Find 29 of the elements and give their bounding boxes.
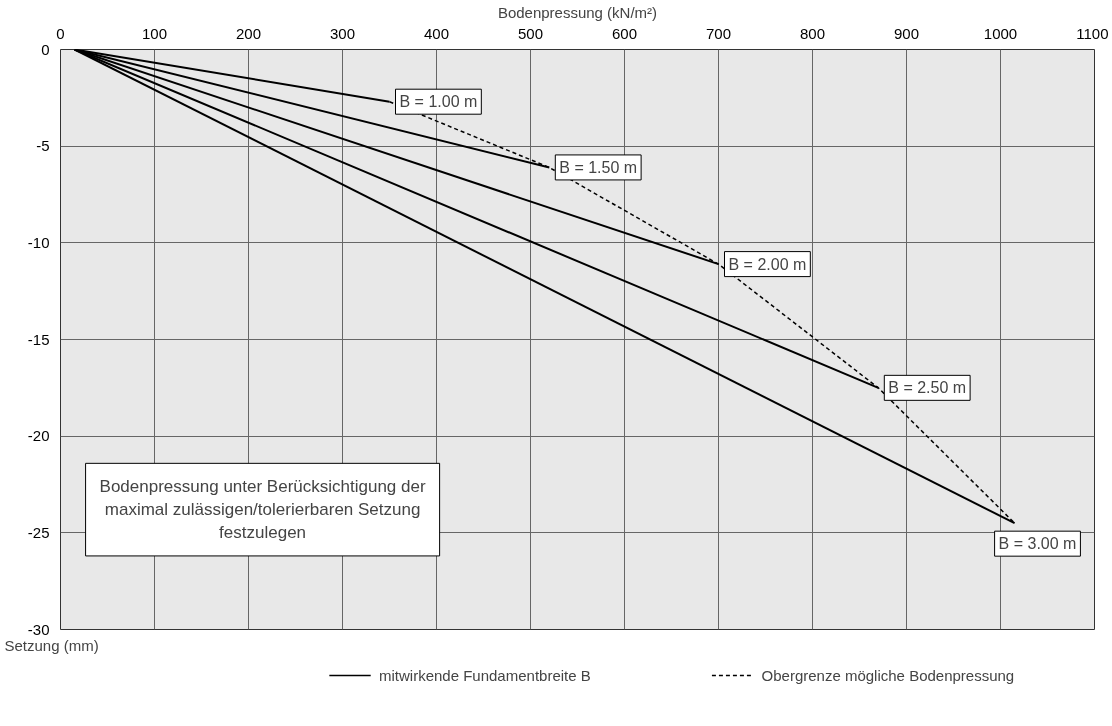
y-tick-label: -25 <box>27 523 50 541</box>
x-tick-label: 200 <box>235 24 262 42</box>
y-tick-label: -30 <box>27 620 50 638</box>
annotation: B = 2.00 m <box>728 255 807 273</box>
x-tick-label: 100 <box>141 24 168 42</box>
x-tick-label: 1000 <box>983 24 1018 42</box>
y-tick-label: -5 <box>36 137 50 155</box>
y-tick-label: 0 <box>41 40 50 58</box>
x-tick-label: 300 <box>329 24 356 42</box>
x-tick-label: 800 <box>799 24 826 42</box>
x-tick-label: 700 <box>705 24 732 42</box>
y-tick-label: -15 <box>27 330 50 348</box>
annotation: B = 2.50 m <box>888 379 967 397</box>
x-tick-label: 900 <box>893 24 920 42</box>
x-tick-label: 400 <box>423 24 450 42</box>
x-tick-label: 1100 <box>1076 24 1109 42</box>
y-axis-title: Setzung (mm) <box>4 636 99 654</box>
annotation: B = 1.00 m <box>399 93 478 111</box>
x-tick-label: 500 <box>517 24 544 42</box>
legend-label: mitwirkende Fundamentbreite B <box>378 667 591 684</box>
y-tick-label: -10 <box>27 233 50 251</box>
legend-label: Obergrenze mögliche Bodenpressung <box>761 667 1015 684</box>
annotation: B = 3.00 m <box>998 535 1077 553</box>
y-tick-label: -20 <box>27 427 50 445</box>
annotation: B = 1.50 m <box>559 158 638 176</box>
x-tick-label: 600 <box>611 24 638 42</box>
annotation: Bodenpressung unter Berücksichtigung der maximal zulässigen/tolerierbaren Setzung festzulegen <box>99 477 426 542</box>
x-axis-title: Bodenpressung (kN/m²) <box>497 3 658 21</box>
x-tick-label: 0 <box>56 24 65 42</box>
